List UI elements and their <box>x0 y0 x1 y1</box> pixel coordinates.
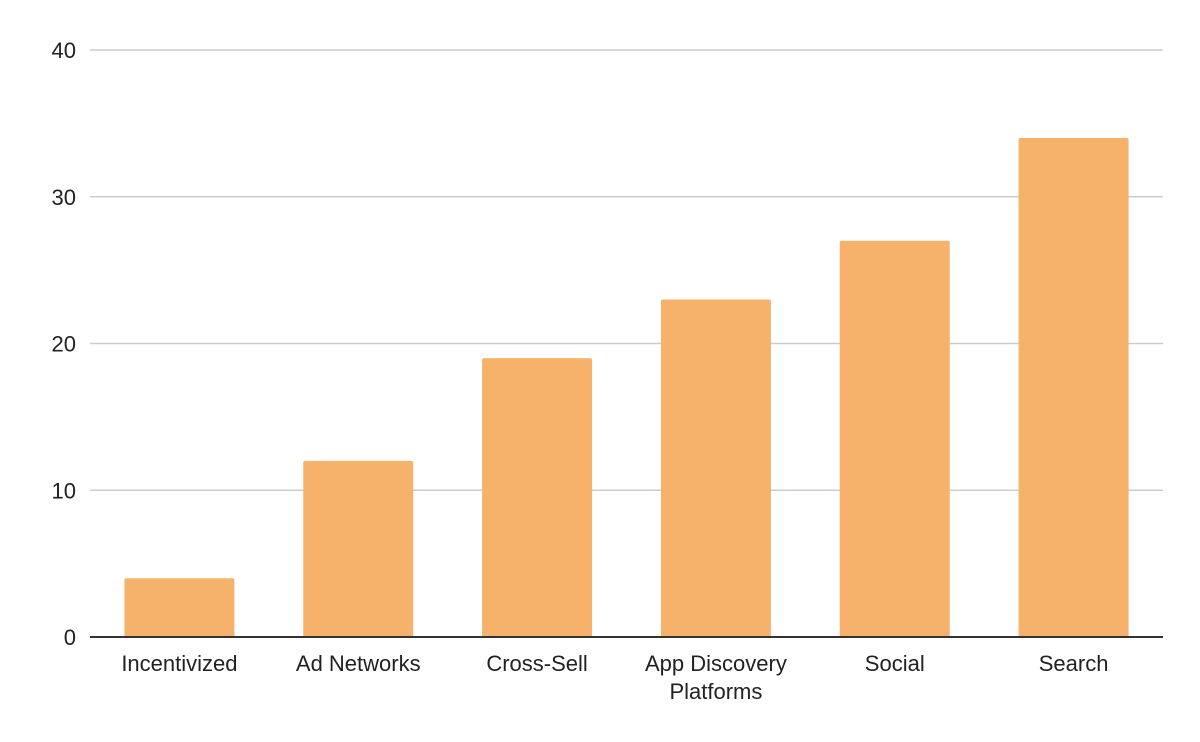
x-tick-label-line: Incentivized <box>121 651 237 676</box>
y-tick-labels: 0 10 20 30 40 <box>52 38 76 650</box>
y-tick-label: 30 <box>52 185 76 210</box>
bar <box>482 358 593 637</box>
y-tick-label: 20 <box>52 332 76 357</box>
bar <box>124 578 235 637</box>
bar <box>303 460 414 637</box>
gridlines <box>90 49 1163 491</box>
x-tick-label: Social <box>865 651 925 676</box>
x-tick-label: Search <box>1039 651 1109 676</box>
x-tick-label: Cross-Sell <box>486 651 587 676</box>
x-tick-label-line: Platforms <box>669 679 762 704</box>
bar <box>839 240 950 637</box>
y-tick-label: 10 <box>52 478 76 503</box>
y-tick-label: 0 <box>64 625 76 650</box>
y-tick-label: 40 <box>52 38 76 63</box>
x-tick-labels: Incentivized Ad Networks Cross-Sell App Dis… <box>121 651 1108 704</box>
bar <box>660 299 771 637</box>
bars <box>124 138 1129 638</box>
x-tick-label: Incentivized <box>121 651 237 676</box>
x-tick-label-line: Search <box>1039 651 1109 676</box>
x-tick-label: App Discovery Platforms <box>645 651 787 704</box>
x-tick-label-line: App Discovery <box>645 651 787 676</box>
x-tick-label-line: Social <box>865 651 925 676</box>
x-tick-label-line: Ad Networks <box>296 651 421 676</box>
x-tick-label: Ad Networks <box>296 651 421 676</box>
bar <box>1018 138 1129 638</box>
x-tick-label-line: Cross-Sell <box>486 651 587 676</box>
